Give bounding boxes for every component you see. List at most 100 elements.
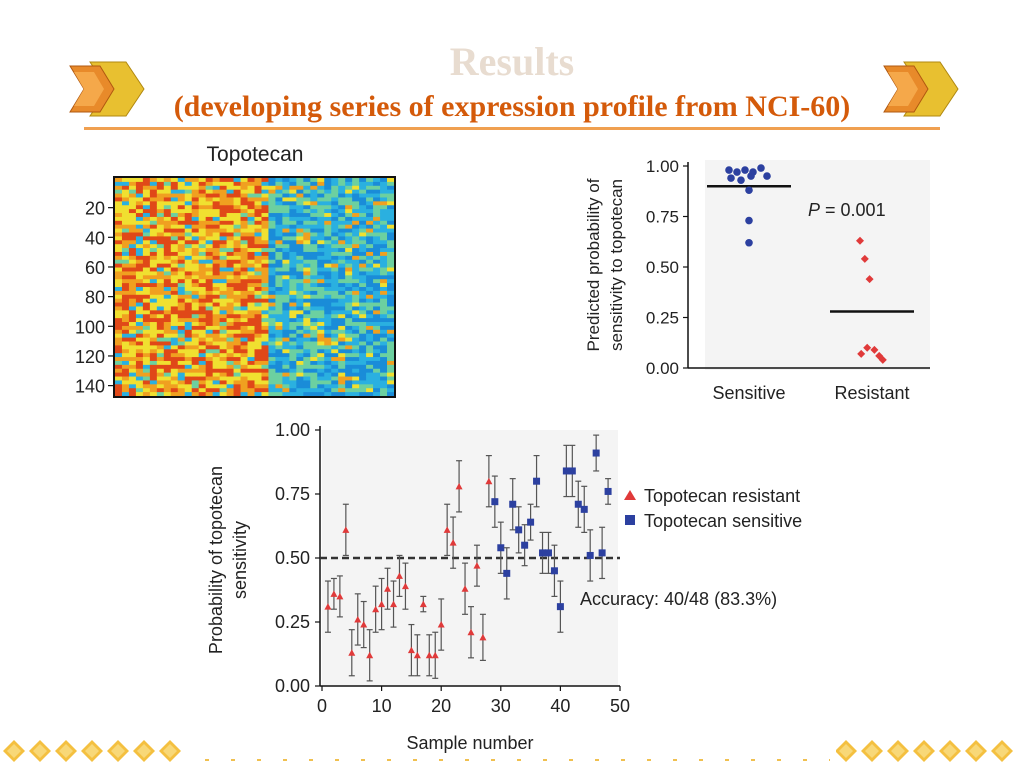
heatmap-cell [338,298,346,303]
heatmap-cell [121,306,130,311]
heatmap-cell [135,298,144,303]
heatmap-cell [275,255,283,261]
heatmap-cell [338,322,346,327]
heatmap-cell [226,372,234,377]
heatmap-cell [226,240,234,245]
heatmap-cell [282,368,290,374]
dot-plot-point [757,164,765,172]
heatmap-cell [247,322,255,327]
heatmap-cell [254,333,262,338]
heatmap-cell [324,314,332,319]
heatmap-cell [247,337,255,342]
heatmap-cell [289,329,297,335]
heatmap-cell [240,255,248,261]
heatmap-cell [170,357,179,362]
heatmap-cell [135,197,144,202]
heatmap-cell [177,314,186,319]
heatmap-cell [254,251,262,257]
heatmap-cell [282,185,290,191]
heatmap-cell [226,263,234,268]
heatmap-cell [191,255,200,261]
heatmap-cell [296,294,304,300]
heatmap-cell [219,236,228,241]
heatmap-cell [170,384,179,389]
heatmap-cell [177,357,186,362]
heatmap-cell [142,232,151,237]
heatmap-cell [240,353,248,358]
heatmap-cell [191,244,200,249]
heatmap-cell [135,228,144,233]
heatmap-cell [205,322,214,327]
heatmap-cell [142,310,151,315]
heatmap-cell [135,263,144,268]
heatmap-cell [366,209,374,214]
heatmap-cell [338,213,346,218]
heatmap-cell [170,213,179,218]
heatmap-cell [184,368,193,374]
heatmap-cell [149,337,158,342]
heatmap-cell [247,283,255,288]
heatmap-cell [142,178,151,183]
heatmap-cell [352,372,360,377]
heatmap-cell [275,201,283,206]
heatmap-cell [317,279,325,284]
heatmap-cell [191,267,200,272]
diamond-inner [85,744,99,758]
heatmap-y-tick-label: 100 [75,317,105,337]
heatmap-cell [387,255,395,261]
heatmap-cell [226,337,234,342]
heatmap-cell [345,228,353,233]
heatmap-cell [121,275,130,280]
heatmap-cell [317,357,325,362]
heatmap-cell [289,325,297,331]
heatmap-cell [261,220,269,226]
heatmap-cell [163,322,172,327]
heatmap-cell [324,322,332,327]
heatmap-cell [317,201,325,206]
heatmap-cell [226,353,234,358]
heatmap-cell [387,248,395,253]
heatmap-cell [170,341,179,346]
heatmap-cell [156,380,165,385]
heatmap-cell [338,216,346,222]
heatmap-cell [142,224,151,229]
heatmap-cell [254,283,262,288]
heatmap-cell [331,197,339,202]
heatmap-cell [373,287,381,292]
heatmap-cell [338,178,346,183]
scatter-point-resistant [485,477,493,485]
heatmap-cell [128,329,137,335]
heatmap-cell [135,267,144,272]
heatmap-cell [247,255,255,261]
heatmap-cell [177,380,186,385]
heatmap-cell [303,248,311,253]
heatmap-cell [115,314,123,319]
heatmap-cell [289,216,297,222]
scatter-y-tick-label: 0.00 [275,676,310,696]
heatmap-cell [268,244,276,249]
heatmap-cell [135,357,144,362]
heatmap-cell [303,329,311,335]
heatmap-cell [163,314,172,319]
heatmap-cell [149,306,158,311]
heatmap-cell [366,240,374,245]
heatmap-cell [142,294,151,300]
heatmap-cell [345,205,353,210]
heatmap-cell [359,353,367,358]
heatmap-cell [261,314,269,319]
heatmap-cell [345,201,353,206]
heatmap-cell [247,228,255,233]
heatmap-cell [240,329,248,335]
heatmap-cell [212,267,221,272]
heatmap-cell [289,353,297,358]
heatmap-cell [121,283,130,288]
heatmap-cell [359,302,367,307]
heatmap-cell [198,244,207,249]
heatmap-cell [359,251,367,257]
heatmap-cell [261,228,269,233]
heatmap-cell [289,240,297,245]
heatmap-cell [373,392,381,397]
heatmap-cell [247,325,255,331]
heatmap-cell [366,251,374,257]
heatmap-cell [142,244,151,249]
